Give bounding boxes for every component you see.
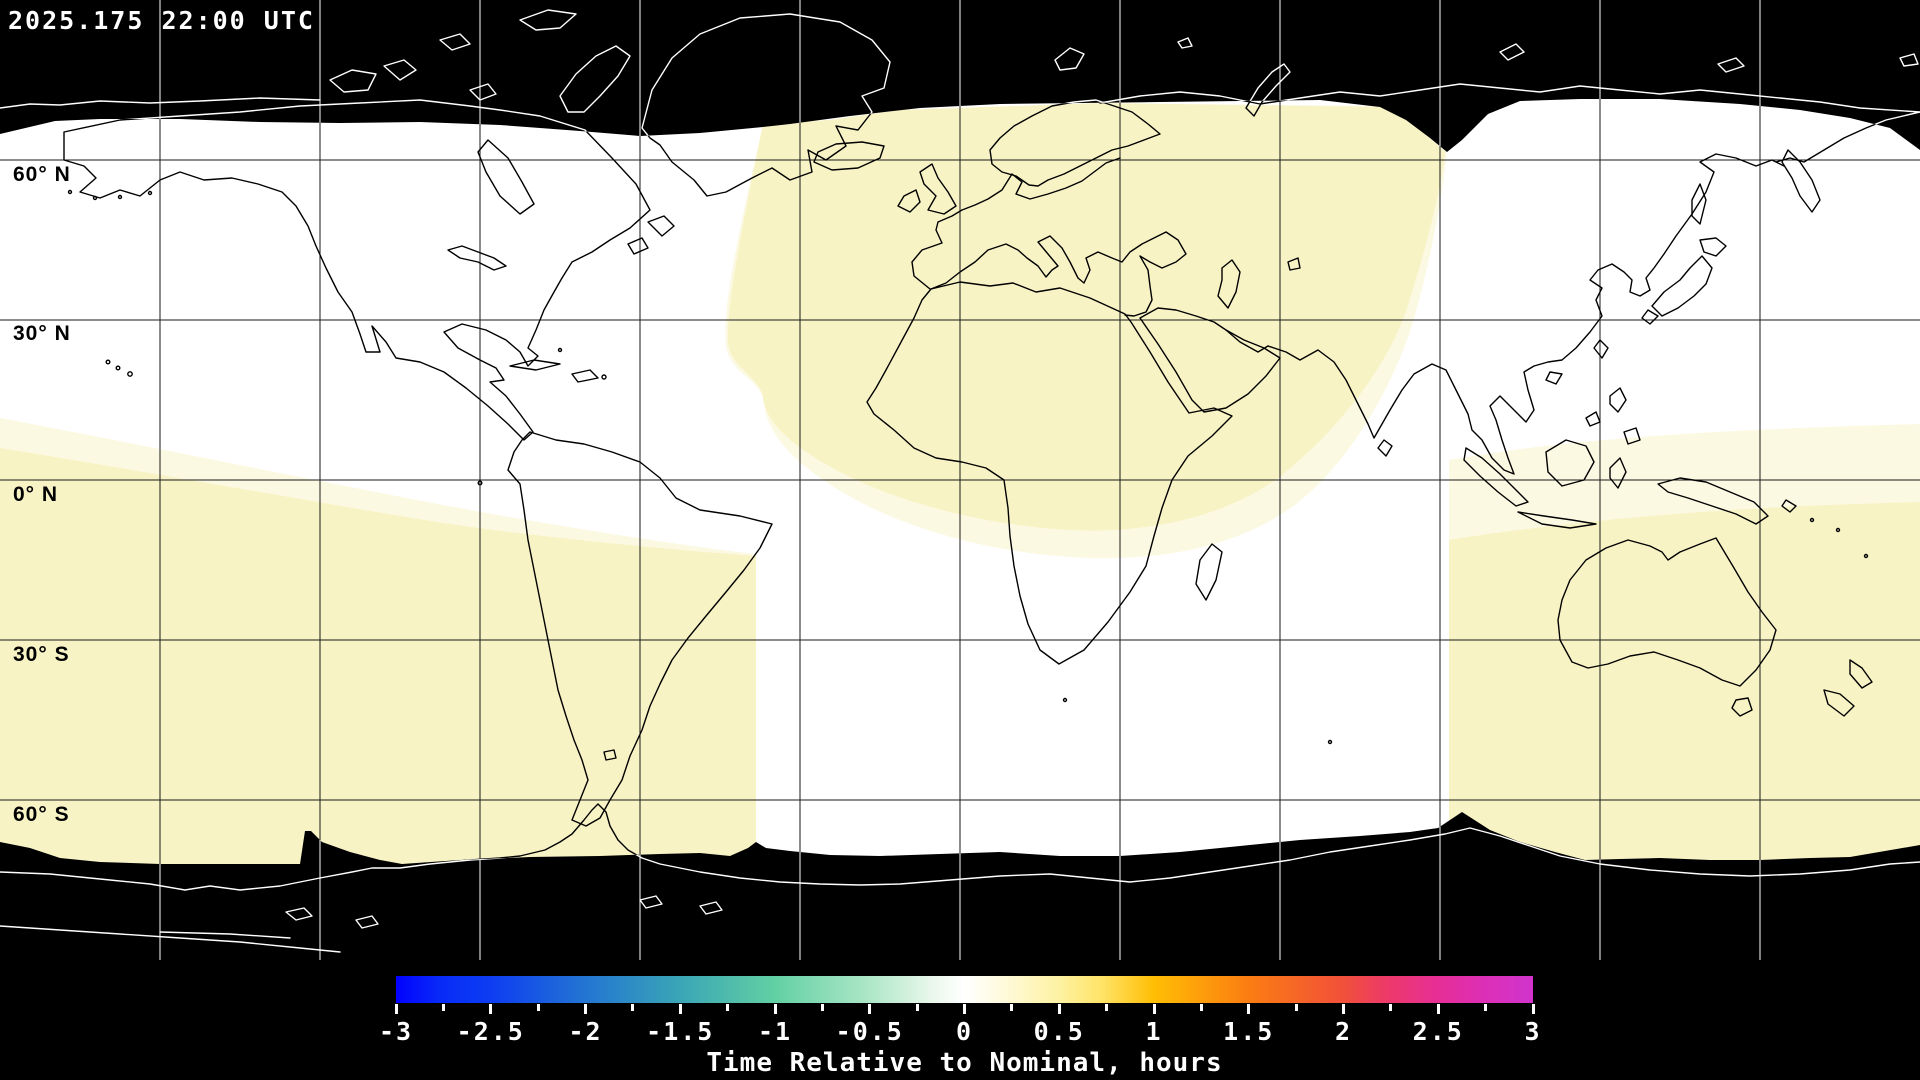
colorbar-tick-label: -2 — [568, 1017, 603, 1046]
colorbar-tick-label: 0.5 — [1033, 1017, 1085, 1046]
colorbar-tick-label: 2.5 — [1412, 1017, 1464, 1046]
lat-label-0n: 0° N — [13, 483, 59, 506]
lat-label-30n: 30° N — [13, 322, 71, 345]
colorbar-tick-label: 3 — [1524, 1017, 1542, 1046]
colorbar-major-tick — [678, 1004, 682, 1014]
colorbar-tick-label: -1.5 — [646, 1017, 715, 1046]
colorbar-region: -3 -2.5 -2 -1.5 -1 -0.5 0 0.5 1 1.5 2 2.5 3 Time Rel… — [0, 960, 1920, 1080]
equirectangular-map — [0, 0, 1920, 960]
colorbar-major-tick — [1247, 1004, 1251, 1014]
colorbar-tick-label: 1 — [1145, 1017, 1163, 1046]
colorbar-tick-label: 1.5 — [1223, 1017, 1275, 1046]
colorbar-tick-label: -2.5 — [456, 1017, 525, 1046]
colorbar-tick-label: 0 — [955, 1017, 974, 1046]
colorbar-gradient — [396, 976, 1533, 1003]
colorbar-tick-label: 2 — [1334, 1017, 1353, 1046]
colorbar-major-tick — [1152, 1004, 1156, 1014]
colorbar-major-tick — [489, 1004, 493, 1014]
colorbar-major-tick — [394, 1004, 398, 1014]
colorbar-tick-label: -0.5 — [835, 1017, 904, 1046]
colorbar-minor-tick — [536, 1004, 540, 1011]
world-coverage-map: 2025.175 22:00 UTC 60° N 30° N 0° N 30° … — [0, 0, 1920, 960]
lat-label-60s: 60° S — [13, 803, 70, 826]
graticule-dark — [0, 0, 1920, 960]
colorbar-major-tick — [868, 1004, 872, 1014]
lat-label-60n: 60° N — [13, 163, 71, 186]
colorbar-major-tick — [1436, 1004, 1440, 1014]
colorbar-minor-tick — [820, 1004, 824, 1011]
colorbar-minor-tick — [441, 1004, 445, 1011]
colorbar-tick-label: -1 — [757, 1017, 793, 1046]
colorbar-major-tick — [963, 1004, 966, 1014]
colorbar-minor-tick — [1484, 1004, 1488, 1011]
colorbar-minor-tick — [1389, 1004, 1393, 1011]
colorbar-major-tick — [1057, 1004, 1061, 1014]
colorbar-title: Time Relative to Nominal, hours — [706, 1048, 1223, 1078]
colorbar-major-tick — [1342, 1004, 1345, 1014]
colorbar-minor-tick — [1294, 1004, 1298, 1011]
colorbar-minor-tick — [1199, 1004, 1203, 1011]
colorbar-major-tick — [773, 1004, 777, 1014]
colorbar-minor-tick — [1010, 1004, 1014, 1011]
lat-label-30s: 30° S — [13, 643, 70, 666]
timestamp-label: 2025.175 22:00 UTC — [8, 6, 315, 35]
colorbar-minor-tick — [915, 1004, 919, 1011]
colorbar-tick-label: -3 — [378, 1017, 414, 1046]
colorbar-major-tick — [1531, 1004, 1535, 1014]
colorbar-minor-tick — [1105, 1004, 1109, 1011]
colorbar-minor-tick — [726, 1004, 730, 1011]
colorbar-minor-tick — [631, 1004, 635, 1011]
colorbar-major-tick — [584, 1004, 587, 1014]
